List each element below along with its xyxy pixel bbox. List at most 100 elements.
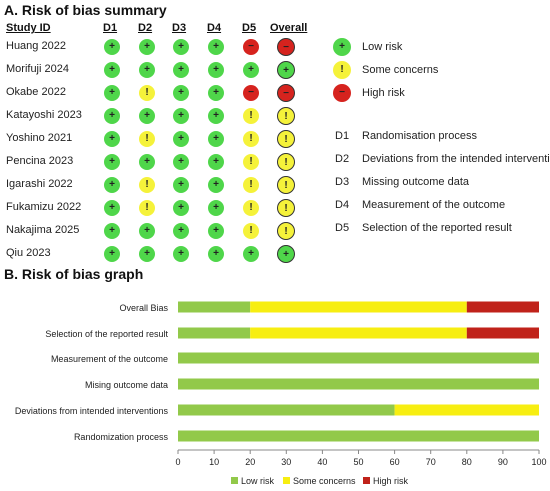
domain-code-d1: D1: [335, 130, 350, 142]
judgement-low-icon: +: [208, 200, 224, 216]
x-tick-label: 10: [209, 457, 219, 467]
overall-low-icon: +: [277, 61, 295, 79]
judgement-some-icon: !: [139, 85, 155, 101]
bar-segment: [178, 404, 395, 416]
judgement-some-icon: !: [243, 223, 259, 239]
judgement-low-icon: +: [104, 200, 120, 216]
judgement-low-icon: +: [104, 85, 120, 101]
overall-high-icon: −: [277, 38, 295, 56]
judgement-some-icon: !: [243, 131, 259, 147]
judgement-low-icon: +: [173, 154, 189, 170]
legend-label: Some concerns: [293, 476, 356, 486]
overall-some-icon: !: [277, 199, 295, 217]
bar-segment: [178, 430, 539, 442]
judgement-low-icon: +: [104, 177, 120, 193]
study-name: Fukamizu 2022: [6, 201, 82, 213]
legend-some-concerns-icon: !: [333, 61, 351, 79]
judgement-some-icon: !: [139, 200, 155, 216]
domain-label-d1: Randomisation process: [362, 130, 477, 142]
legend-high-risk-icon: −: [333, 84, 351, 102]
study-name: Igarashi 2022: [6, 178, 73, 190]
judgement-low-icon: +: [208, 177, 224, 193]
x-tick-label: 20: [245, 457, 255, 467]
judgement-low-icon: +: [139, 154, 155, 170]
domain-code-d3: D3: [335, 176, 350, 188]
x-tick-label: 80: [462, 457, 472, 467]
x-tick-label: 90: [498, 457, 508, 467]
category-label: Deviations from intended interventions: [15, 406, 169, 416]
summary-title: A. Risk of bias summary: [4, 2, 167, 18]
judgement-some-icon: !: [243, 108, 259, 124]
bar-segment: [178, 327, 251, 339]
graph-title: B. Risk of bias graph: [4, 266, 144, 282]
category-label: Randomization process: [74, 432, 169, 442]
legend-high-risk-label: High risk: [362, 87, 405, 99]
domain-label-d2: Deviations from the intended interventio…: [362, 153, 550, 165]
header-d3: D3: [172, 22, 187, 34]
study-name: Qiu 2023: [6, 247, 51, 259]
domain-code-d2: D2: [335, 153, 350, 165]
judgement-high-icon: −: [243, 85, 259, 101]
judgement-low-icon: +: [139, 246, 155, 262]
judgement-low-icon: +: [139, 62, 155, 78]
judgement-low-icon: +: [208, 246, 224, 262]
header-d2: D2: [138, 22, 153, 34]
legend-some-concerns-label: Some concerns: [362, 64, 439, 76]
category-label: Overall Bias: [119, 303, 168, 313]
judgement-some-icon: !: [139, 177, 155, 193]
judgement-low-icon: +: [208, 223, 224, 239]
judgement-low-icon: +: [173, 108, 189, 124]
legend-label: High risk: [373, 476, 409, 486]
legend-label: Low risk: [241, 476, 275, 486]
judgement-low-icon: +: [243, 246, 259, 262]
bar-segment: [250, 301, 467, 313]
overall-some-icon: !: [277, 107, 295, 125]
study-name: Huang 2022: [6, 40, 66, 52]
x-tick-label: 50: [353, 457, 363, 467]
judgement-low-icon: +: [173, 246, 189, 262]
legend-swatch: [283, 477, 290, 484]
domain-code-d5: D5: [335, 222, 350, 234]
judgement-high-icon: −: [243, 39, 259, 55]
overall-some-icon: !: [277, 130, 295, 148]
judgement-low-icon: +: [208, 85, 224, 101]
risk-of-bias-graph: Overall Bias Selection of the reported re…: [15, 301, 547, 486]
domain-code-d4: D4: [335, 199, 350, 211]
overall-some-icon: !: [277, 222, 295, 240]
judgement-low-icon: +: [104, 154, 120, 170]
judgement-low-icon: +: [173, 177, 189, 193]
judgement-low-icon: +: [139, 39, 155, 55]
study-id-header: Study ID: [6, 22, 51, 34]
judgement-low-icon: +: [208, 62, 224, 78]
judgement-low-icon: +: [243, 62, 259, 78]
judgement-low-icon: +: [104, 131, 120, 147]
study-name: Yoshino 2021: [6, 132, 73, 144]
bar-segment: [466, 327, 539, 339]
x-tick-label: 60: [390, 457, 400, 467]
legend-swatch: [231, 477, 238, 484]
overall-low-icon: +: [277, 245, 295, 263]
judgement-low-icon: +: [208, 39, 224, 55]
category-label: Mising outcome data: [85, 380, 168, 390]
judgement-low-icon: +: [208, 108, 224, 124]
header-d1: D1: [103, 22, 118, 34]
study-name: Nakajima 2025: [6, 224, 80, 236]
judgement-some-icon: !: [243, 177, 259, 193]
judgement-low-icon: +: [173, 200, 189, 216]
judgement-low-icon: +: [173, 223, 189, 239]
overall-some-icon: !: [277, 153, 295, 171]
overall-some-icon: !: [277, 176, 295, 194]
study-name: Pencina 2023: [6, 155, 74, 167]
bar-segment: [394, 404, 539, 416]
overall-high-icon: −: [277, 84, 295, 102]
header-d5: D5: [242, 22, 257, 34]
x-tick-label: 0: [175, 457, 180, 467]
judgement-low-icon: +: [104, 108, 120, 124]
judgement-low-icon: +: [139, 223, 155, 239]
domain-label-d4: Measurement of the outcome: [362, 199, 506, 211]
bar-segment: [178, 378, 539, 390]
x-tick-label: 100: [531, 457, 546, 467]
bar-segment: [466, 301, 539, 313]
judgement-low-icon: +: [208, 154, 224, 170]
legend-low-risk-label: Low risk: [362, 41, 403, 53]
